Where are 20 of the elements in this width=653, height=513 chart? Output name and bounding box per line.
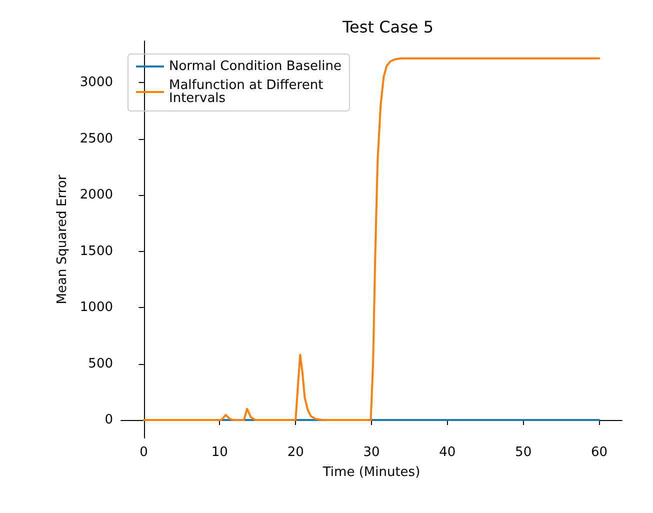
y-tick-label: 500: [88, 356, 113, 372]
y-tick-label: 3000: [80, 75, 113, 90]
y-axis-title: Mean Squared Error: [55, 174, 70, 304]
chart-title: Test Case 5: [341, 18, 434, 36]
y-tick-label: 2500: [80, 131, 113, 146]
x-axis-title: Time (Minutes): [322, 465, 420, 480]
line-series: [142, 57, 600, 422]
y-tick-label: 0: [104, 412, 113, 428]
x-tick-label: 30: [363, 445, 380, 460]
x-tick-label: 50: [515, 445, 532, 460]
legend-label: Malfunction at Different Intervals: [169, 78, 324, 106]
y-tick-label: 2000: [80, 188, 113, 203]
x-tick-label: 40: [439, 445, 456, 460]
x-tick-label: 0: [140, 445, 148, 460]
x-tick-label: 60: [590, 445, 608, 460]
x-tick-label: 10: [211, 445, 228, 460]
y-tick-label: 1500: [80, 244, 113, 259]
x-tick-label: 20: [287, 445, 304, 460]
y-tick-label: 1000: [80, 300, 113, 316]
legend-label: Normal Condition Baseline: [169, 59, 342, 74]
